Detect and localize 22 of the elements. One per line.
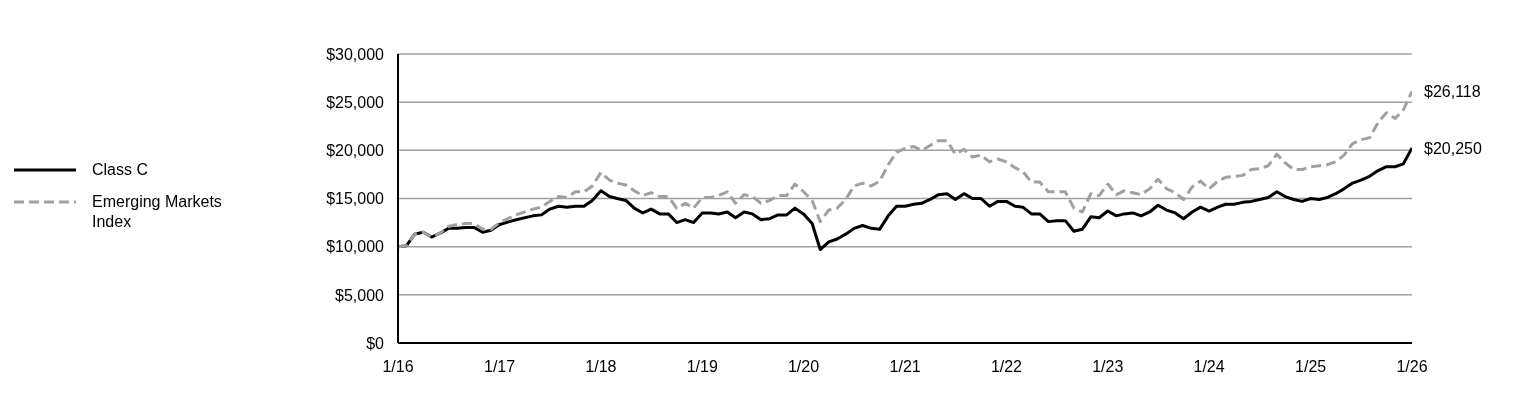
annotation: $20,250 (1424, 139, 1482, 157)
y-tick-label: $5,000 (335, 286, 385, 304)
x-tick-label: 1/19 (686, 358, 718, 376)
x-tick-label: 1/17 (484, 358, 516, 376)
x-tick-label: 1/16 (382, 358, 414, 376)
x-tick-label: 1/21 (889, 358, 921, 376)
legend-label: Class C (92, 160, 149, 180)
legend-label: Emerging Markets Index (92, 192, 223, 232)
y-tick-label: $10,000 (326, 238, 385, 256)
annotation: $26,118 (1424, 83, 1481, 101)
x-tick-label: 1/23 (1092, 358, 1124, 376)
y-tick-label: $15,000 (326, 190, 385, 208)
y-tick-label: $30,000 (326, 45, 385, 63)
x-tick-label: 1/26 (1396, 358, 1428, 376)
x-tick-label: 1/18 (585, 358, 617, 376)
y-tick-label: $0 (366, 334, 385, 352)
y-tick-label: $20,000 (326, 142, 385, 160)
x-tick-label: 1/24 (1193, 358, 1225, 376)
x-tick-label: 1/20 (787, 358, 820, 376)
x-tick-label: 1/25 (1295, 358, 1327, 376)
x-tick-label: 1/22 (990, 358, 1023, 376)
y-tick-label: $25,000 (326, 93, 385, 111)
